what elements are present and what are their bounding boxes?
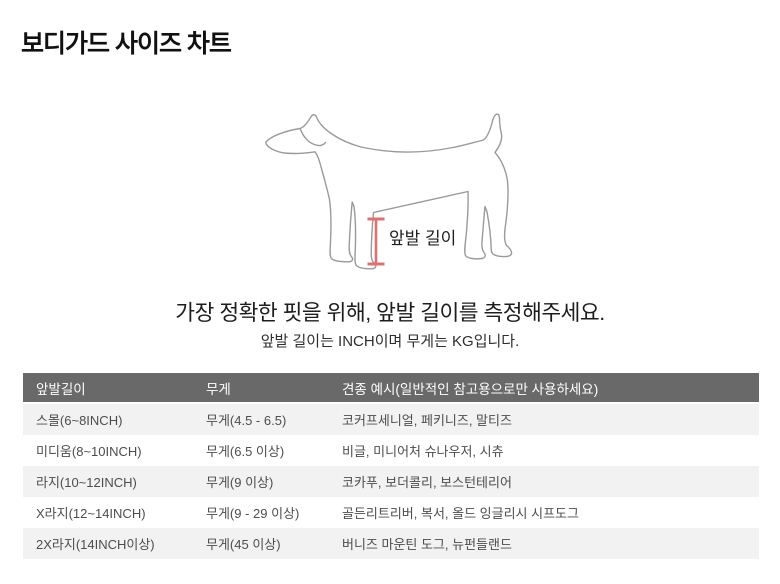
table-row-medium: 미디움(8~10INCH) 무게(6.5 이상) 비글, 미니어처 슈나우저, … [23,435,759,466]
cell-weight: 무게(4.5 - 6.5) [206,413,287,428]
table-row-large: 라지(10~12INCH) 무게(9 이상) 코카푸, 보더콜리, 보스턴테리어 [23,466,759,497]
dog-measurement-figure: 앞발 길이 [255,85,545,300]
measure-label: 앞발 길이 [389,229,457,248]
cell-breeds: 버니즈 마운틴 도그, 뉴펀들랜드 [342,537,512,552]
table-row-xlarge: X라지(12~14INCH) 무게(9 - 29 이상) 골든리트리버, 복서,… [23,497,759,528]
cell-breeds: 골든리트리버, 복서, 올드 잉글리시 시프도그 [342,506,579,521]
cell-breeds: 비글, 미니어처 슈나우저, 시츄 [342,444,504,459]
cell-weight: 무게(9 - 29 이상) [206,506,300,521]
dog-body-outline [265,113,513,270]
cell-weight: 무게(45 이상) [206,537,281,552]
cell-size: 2X라지(14INCH이상) [36,537,155,552]
table-row-small: 스몰(6~8INCH) 무게(4.5 - 6.5) 코커프세니얼, 페키니즈, … [23,404,759,435]
cell-breeds: 코커프세니얼, 페키니즈, 말티즈 [342,413,512,428]
col-header-breed-examples: 견종 예시(일반적인 참고용으로만 사용하세요) [342,381,599,397]
cell-breeds: 코카푸, 보더콜리, 보스턴테리어 [342,475,512,490]
cell-size: 미디움(8~10INCH) [36,444,142,459]
cell-size: 스몰(6~8INCH) [36,413,123,428]
cell-weight: 무게(6.5 이상) [206,444,285,459]
cell-size: 라지(10~12INCH) [36,475,137,490]
instruction-line-2: 앞발 길이는 INCH이며 무게는 KG입니다. [260,333,520,350]
page-title: 보디가드 사이즈 차트 [21,30,232,58]
instruction-line-1: 가장 정확한 핏을 위해, 앞발 길이를 측정해주세요. [175,301,605,325]
dog-outline-icon [265,113,513,270]
size-table-header: 앞발길이 무게 견종 예시(일반적인 참고용으로만 사용하세요) [23,373,759,404]
cell-size: X라지(12~14INCH) [36,506,146,521]
size-table: 앞발길이 무게 견종 예시(일반적인 참고용으로만 사용하세요) 스몰(6~8I… [23,373,759,559]
dog-ear-line [299,128,327,147]
cell-weight: 무게(9 이상) [206,475,274,490]
col-header-weight: 무게 [206,381,231,397]
front-leg-measure-line [367,217,385,266]
col-header-paw-length: 앞발길이 [36,381,86,397]
table-row-2xlarge: 2X라지(14INCH이상) 무게(45 이상) 버니즈 마운틴 도그, 뉴펀들… [23,528,759,559]
